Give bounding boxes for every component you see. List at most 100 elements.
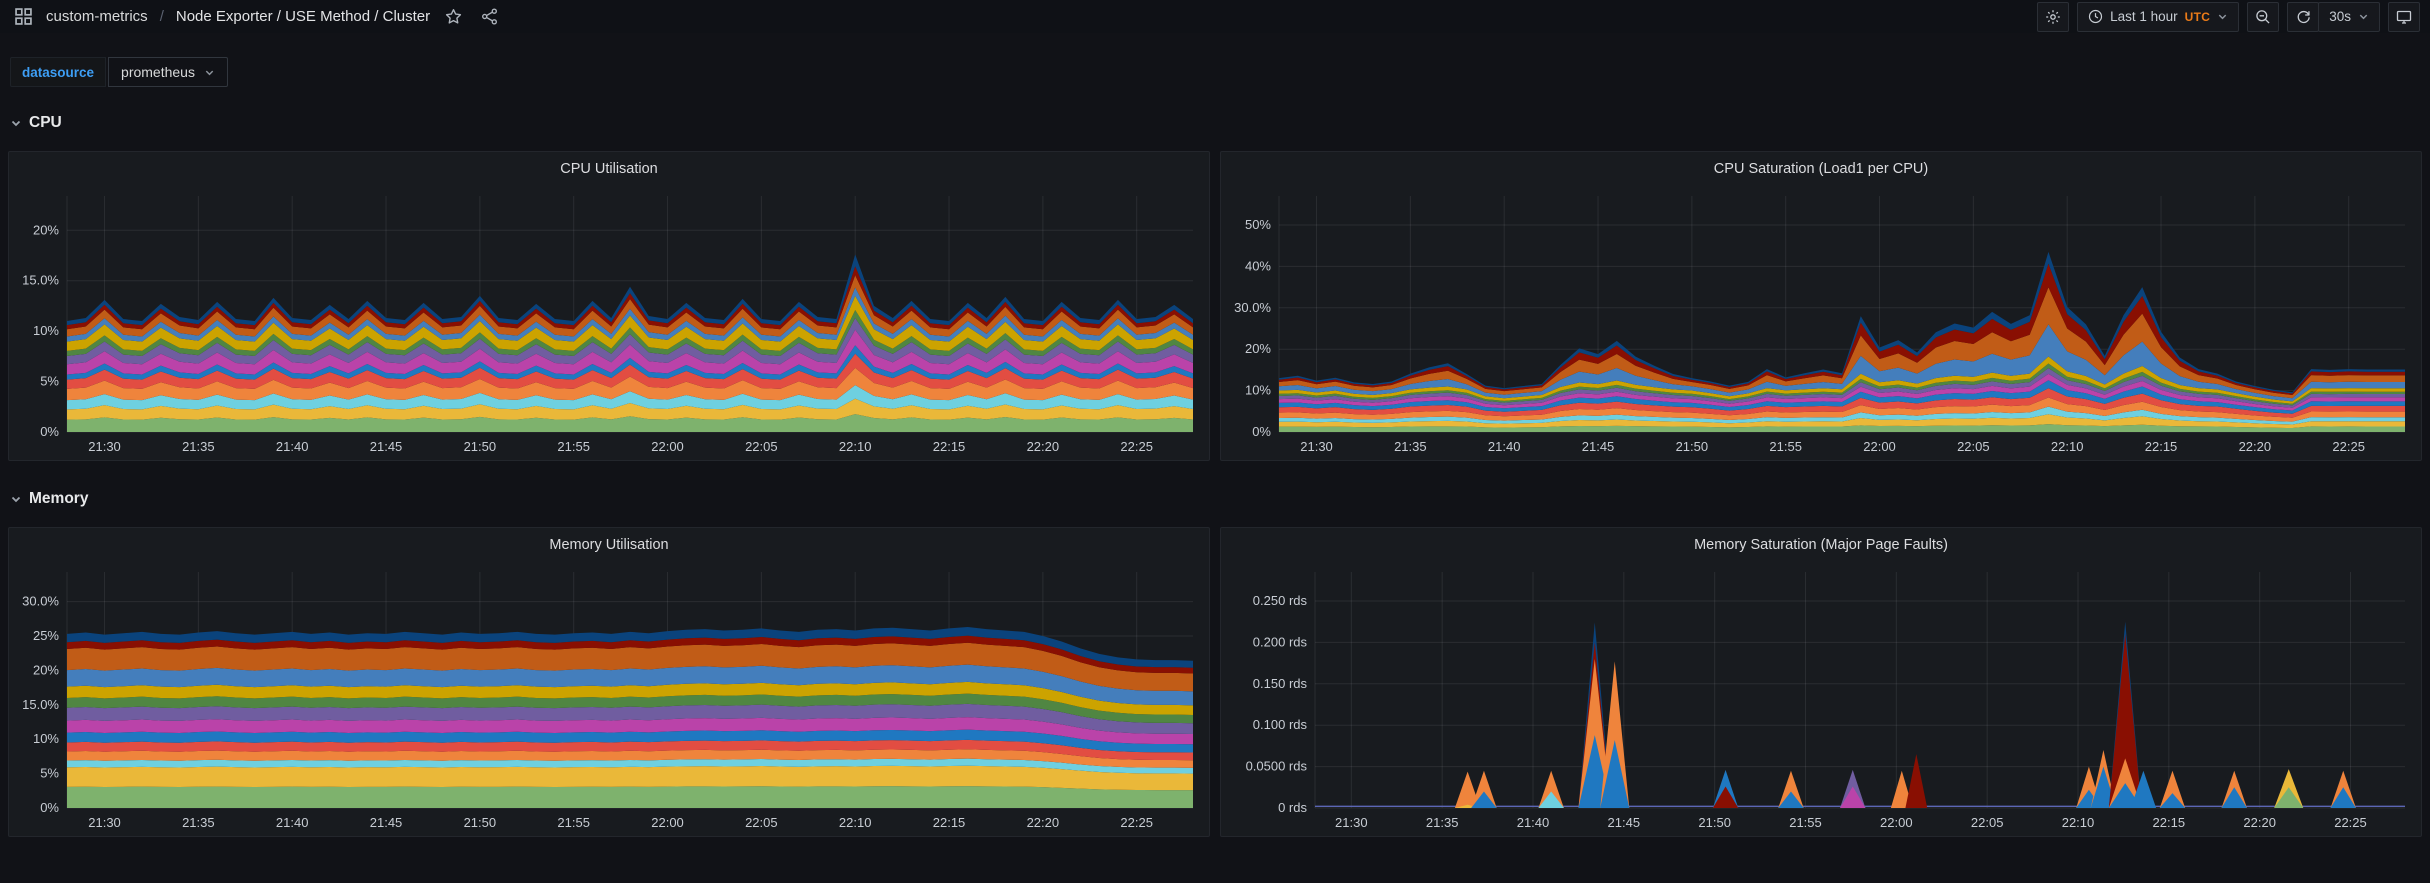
svg-text:21:55: 21:55 [1769,439,1802,454]
timezone-label: UTC [2184,9,2211,24]
svg-text:22:10: 22:10 [839,439,872,454]
kiosk-mode-button[interactable] [2388,1,2420,32]
svg-text:15.0%: 15.0% [22,697,59,712]
svg-text:22:25: 22:25 [1120,815,1153,830]
section-header-cpu[interactable]: CPU [0,111,2430,135]
memory-utilisation-chart[interactable]: 0% 5% 10% 15.0% 20% 25% 30.0% 21:30 21:35 21:40 21… [9,562,1209,836]
share-icon[interactable] [476,4,502,30]
section-label: Memory [29,490,89,507]
svg-text:22:15: 22:15 [2145,439,2178,454]
variable-value-dropdown[interactable]: prometheus [108,57,228,87]
panel-title[interactable]: CPU Utilisation [560,161,658,177]
svg-text:21:50: 21:50 [1698,815,1731,830]
svg-text:21:30: 21:30 [1335,815,1368,830]
clock-icon [2088,9,2103,24]
svg-text:22:25: 22:25 [2334,815,2367,830]
time-range-label: Last 1 hour [2110,9,2178,24]
refresh-interval-label: 30s [2329,9,2351,24]
svg-text:21:50: 21:50 [464,439,497,454]
monitor-icon [2396,10,2412,24]
section-header-memory[interactable]: Memory [0,487,2430,511]
svg-text:21:40: 21:40 [276,815,309,830]
cpu-utilisation-chart[interactable]: 0% 5% 10% 15.0% 20% 21:30 21:35 21:40 21:45 21:50… [9,186,1209,460]
svg-text:5%: 5% [40,374,59,389]
svg-text:0%: 0% [40,800,59,815]
svg-text:0%: 0% [40,424,59,439]
svg-text:21:40: 21:40 [276,439,309,454]
svg-text:21:40: 21:40 [1488,439,1521,454]
chevron-down-icon [11,496,21,503]
svg-text:10%: 10% [33,323,59,338]
svg-text:21:30: 21:30 [1300,439,1333,454]
svg-text:22:05: 22:05 [1971,815,2004,830]
svg-text:30.0%: 30.0% [22,594,59,609]
section-label: CPU [29,114,62,131]
refresh-button[interactable] [2287,1,2320,32]
svg-text:50%: 50% [1245,217,1271,232]
svg-text:40%: 40% [1245,258,1271,273]
svg-text:0.150 rds: 0.150 rds [1253,676,1308,691]
zoom-out-button[interactable] [2247,1,2280,32]
svg-text:20%: 20% [33,662,59,677]
time-range-picker[interactable]: Last 1 hour UTC [2077,1,2240,32]
svg-text:21:35: 21:35 [1394,439,1427,454]
svg-text:21:35: 21:35 [182,815,215,830]
refresh-interval-dropdown[interactable]: 30s [2318,1,2380,32]
cpu-saturation-chart[interactable]: 0% 10% 20% 30.0% 40% 50% 21:30 21:35 21:40 21:45 2… [1221,186,2421,460]
refresh-icon [2297,10,2310,24]
svg-text:21:50: 21:50 [1676,439,1709,454]
svg-text:21:30: 21:30 [88,815,121,830]
svg-text:21:30: 21:30 [88,439,121,454]
svg-text:22:00: 22:00 [651,439,684,454]
svg-text:21:45: 21:45 [370,815,403,830]
svg-text:30.0%: 30.0% [1234,300,1271,315]
svg-text:21:35: 21:35 [1426,815,1459,830]
svg-text:21:40: 21:40 [1517,815,1550,830]
template-variable-datasource: datasource prometheus [10,57,228,87]
svg-text:22:15: 22:15 [2153,815,2186,830]
submenu-bar: datasource prometheus [0,57,2430,87]
svg-text:22:10: 22:10 [2062,815,2095,830]
chevron-down-icon [2359,14,2368,20]
svg-text:22:05: 22:05 [1957,439,1990,454]
panel-cpu-utilisation: CPU Utilisation 0% 5% 10% 15.0% 20% 21:30 21:3… [8,151,1210,461]
apps-grid-icon[interactable] [10,4,36,30]
svg-text:5%: 5% [40,766,59,781]
variable-label: datasource [10,57,107,87]
svg-text:22:25: 22:25 [2332,439,2365,454]
svg-text:21:45: 21:45 [370,439,403,454]
svg-text:22:00: 22:00 [1880,815,1913,830]
svg-text:22:00: 22:00 [651,815,684,830]
memory-saturation-chart[interactable]: 0 rds 0.0500 rds 0.100 rds 0.150 rds 0.200 r… [1221,562,2421,836]
dashboard-settings-button[interactable] [2037,1,2070,32]
chevron-down-icon [205,70,214,75]
svg-text:10%: 10% [33,731,59,746]
svg-text:22:15: 22:15 [933,815,966,830]
svg-text:0%: 0% [1252,424,1271,439]
svg-text:22:05: 22:05 [745,815,778,830]
chevron-down-icon [2218,14,2227,20]
star-icon[interactable] [440,4,466,30]
svg-text:22:10: 22:10 [2051,439,2084,454]
panel-memory-saturation: Memory Saturation (Major Page Faults) 0 … [1220,527,2422,837]
variable-value: prometheus [121,64,195,80]
svg-text:21:35: 21:35 [182,439,215,454]
svg-text:10%: 10% [1245,383,1271,398]
breadcrumb-separator: / [159,8,164,25]
cpu-panel-row: CPU Utilisation 0% 5% 10% 15.0% 20% 21:30 21:3… [0,151,2430,461]
svg-text:21:50: 21:50 [464,815,497,830]
svg-text:22:15: 22:15 [933,439,966,454]
panel-title[interactable]: Memory Utilisation [549,537,669,553]
panel-memory-utilisation: Memory Utilisation 0% 5% 10% 15.0% 20% 25% 30.… [8,527,1210,837]
navbar: custom-metrics / Node Exporter / USE Met… [0,0,2430,33]
svg-text:21:55: 21:55 [557,815,590,830]
panel-title[interactable]: Memory Saturation (Major Page Faults) [1694,537,1948,553]
svg-text:21:45: 21:45 [1608,815,1641,830]
dashboard-title[interactable]: Node Exporter / USE Method / Cluster [175,8,431,25]
svg-text:21:55: 21:55 [557,439,590,454]
svg-text:22:00: 22:00 [1863,439,1896,454]
svg-text:22:20: 22:20 [2243,815,2276,830]
panel-title[interactable]: CPU Saturation (Load1 per CPU) [1713,161,1929,177]
svg-text:21:55: 21:55 [1789,815,1822,830]
breadcrumb-folder[interactable]: custom-metrics [46,8,148,25]
